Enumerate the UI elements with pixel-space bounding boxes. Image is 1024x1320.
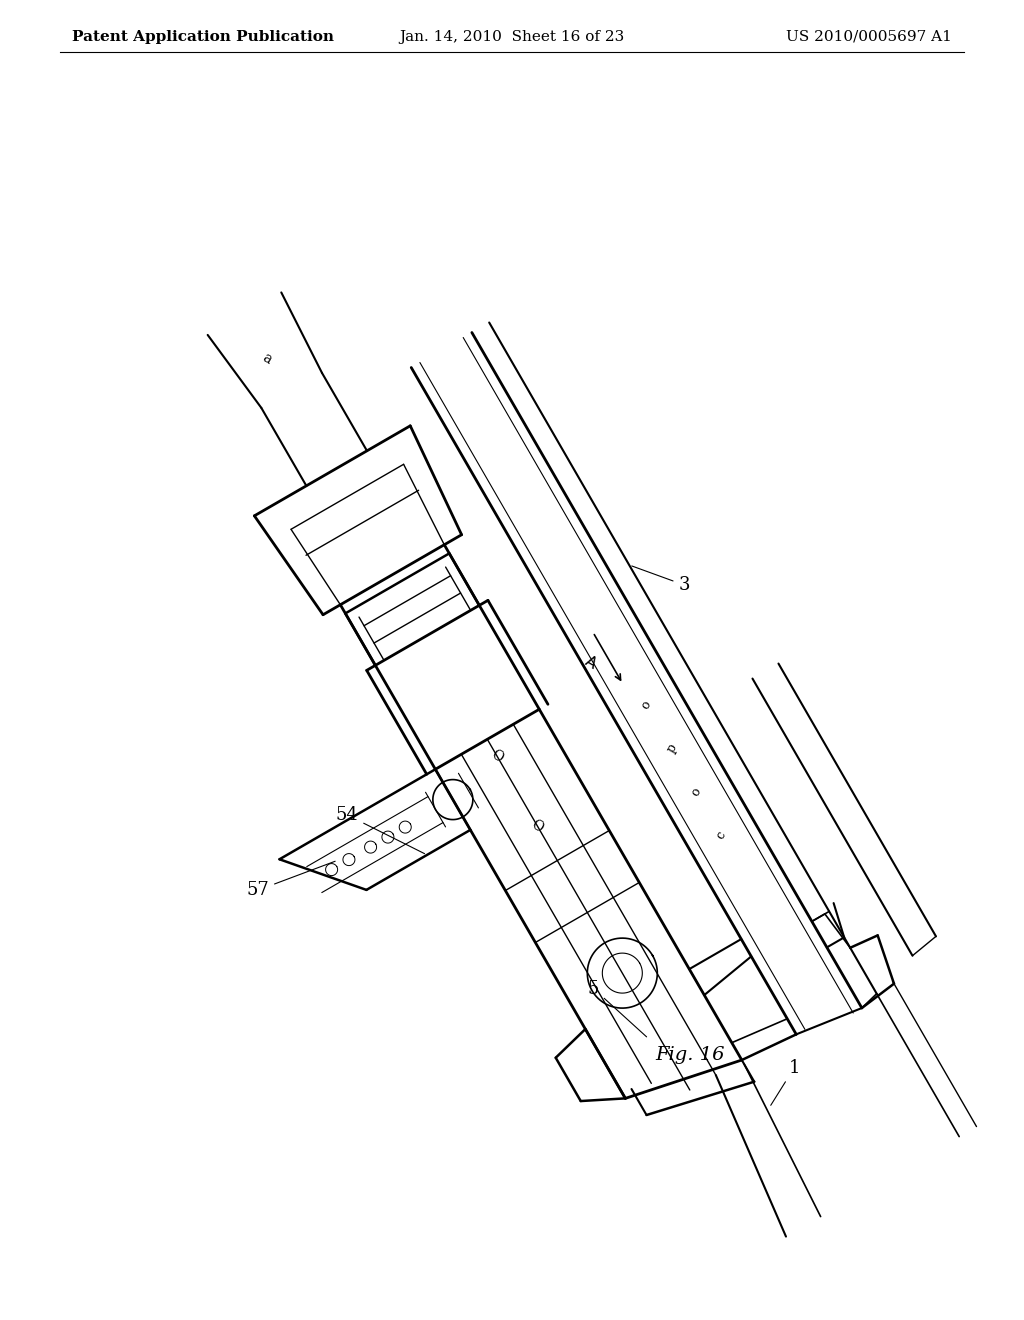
Text: Patent Application Publication: Patent Application Publication bbox=[72, 30, 334, 44]
Text: 54: 54 bbox=[336, 807, 425, 854]
Text: 57: 57 bbox=[247, 861, 335, 899]
Text: p: p bbox=[664, 742, 679, 755]
Text: a: a bbox=[260, 350, 274, 367]
Text: c: c bbox=[714, 829, 729, 841]
Text: A: A bbox=[583, 653, 599, 672]
Text: Jan. 14, 2010  Sheet 16 of 23: Jan. 14, 2010 Sheet 16 of 23 bbox=[399, 30, 625, 44]
Text: Fig. 16: Fig. 16 bbox=[655, 1045, 725, 1064]
Text: O: O bbox=[529, 817, 546, 834]
Text: 5: 5 bbox=[588, 979, 646, 1038]
Text: o: o bbox=[689, 785, 705, 799]
Text: O: O bbox=[488, 747, 506, 766]
Text: US 2010/0005697 A1: US 2010/0005697 A1 bbox=[786, 30, 952, 44]
Text: o: o bbox=[639, 698, 654, 711]
Text: 3: 3 bbox=[632, 566, 690, 594]
Text: 1: 1 bbox=[771, 1059, 800, 1105]
